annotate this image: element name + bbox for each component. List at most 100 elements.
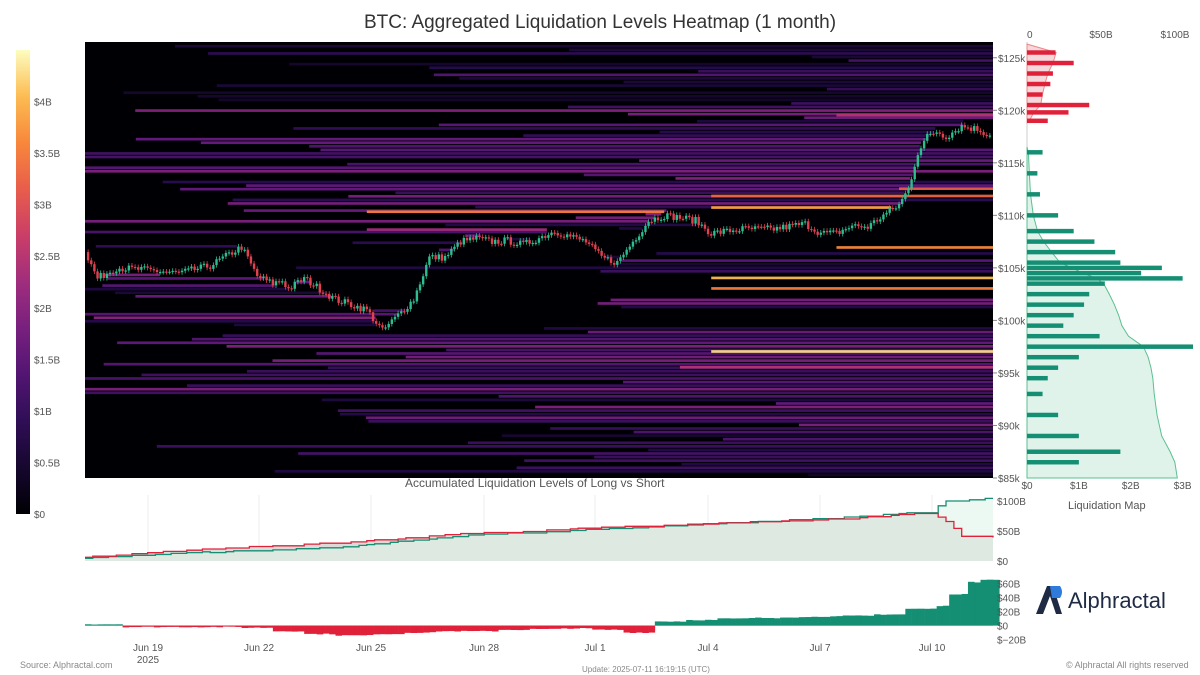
heatmap-band <box>316 352 994 355</box>
price-candle-body <box>425 264 428 277</box>
price-candle-body <box>190 266 193 269</box>
price-candle-body <box>944 137 948 140</box>
net-liquidation-bar <box>598 625 606 630</box>
heatmap-band <box>775 402 993 405</box>
net-liquidation-bar <box>391 625 399 635</box>
net-liquidation-bar <box>360 625 368 636</box>
price-candle-body <box>115 271 118 274</box>
price-candle-body <box>274 281 278 286</box>
price-candle-body <box>963 125 967 128</box>
price-candle-body <box>487 237 491 239</box>
heatmap-band <box>156 445 994 448</box>
price-candle-body <box>472 237 475 240</box>
heatmap-band <box>698 69 993 73</box>
net-liquidation-bar <box>874 614 881 626</box>
price-candle-body <box>966 127 970 129</box>
price-candle-body <box>844 229 848 231</box>
price-candle-body <box>710 234 713 236</box>
heatmap-band <box>85 287 289 291</box>
heatmap-band <box>587 330 993 334</box>
heatmap-band <box>218 98 993 102</box>
price-candle-body <box>346 299 350 303</box>
heatmap-band <box>197 94 993 98</box>
heatmap-band <box>222 334 993 337</box>
net-liquidation-bar <box>373 625 380 635</box>
net-liquidation-bar <box>398 625 405 635</box>
price-candle-body <box>891 207 895 210</box>
heatmap-band <box>711 206 892 209</box>
net-liquidation-bar <box>974 582 981 626</box>
net-liquidation-bar <box>554 625 562 629</box>
heatmap-band <box>836 246 993 249</box>
price-candle-body <box>606 257 610 259</box>
net-liquidation-bar <box>85 624 92 626</box>
price-candle-body <box>810 229 813 231</box>
price-candle-body <box>932 133 935 135</box>
liq-map-cumulative-long <box>1026 146 1178 479</box>
price-candle-body <box>158 271 162 274</box>
net-liquidation-bar <box>448 625 455 632</box>
price-candle-body <box>813 229 816 232</box>
price-candle-body <box>378 323 381 326</box>
heatmap-band <box>123 91 994 95</box>
heatmap-band <box>366 228 547 231</box>
net-liquidation-bar <box>404 625 411 633</box>
net-liquidation-bar <box>961 593 969 626</box>
price-candle-body <box>822 230 826 233</box>
price-candle-body <box>957 131 960 133</box>
heatmap-band <box>85 219 649 223</box>
net-liquidation-bar <box>636 625 643 633</box>
price-candle-body <box>227 252 231 254</box>
price-candle-body <box>334 295 337 298</box>
price-candle-body <box>869 223 873 229</box>
net-liquidation-bar <box>197 625 205 628</box>
heatmap-band <box>85 377 993 380</box>
net-liquidation-bar <box>310 625 317 634</box>
net-liquidation-bar <box>767 618 775 626</box>
colorbar-tick-label: $1B <box>34 407 52 418</box>
price-candle-body <box>860 226 863 228</box>
date-axis-label: Jul 4 <box>697 643 719 654</box>
price-candle-body <box>534 242 538 244</box>
net-liquidation-bar <box>679 621 687 626</box>
heatmap-band <box>623 380 993 384</box>
price-candle-body <box>202 263 206 265</box>
price-candle-body <box>105 273 109 279</box>
net-liquidation-bar <box>792 617 800 626</box>
price-candle-body <box>569 234 572 237</box>
net-liquidation-bar <box>673 621 681 626</box>
price-candle-body <box>631 241 635 247</box>
price-candle-body <box>262 276 265 279</box>
price-candle-body <box>124 270 127 272</box>
liq-map-long-bar <box>1027 365 1059 370</box>
price-candle-body <box>647 221 650 226</box>
colorbar <box>16 50 30 514</box>
price-candle-body <box>306 277 309 279</box>
net-axis-label: $−20B <box>997 636 1027 647</box>
heatmap-band <box>438 123 964 127</box>
net-liquidation-bar <box>955 594 962 626</box>
price-candle-body <box>406 309 409 312</box>
liq-map-long-bar <box>1027 433 1079 439</box>
price-candle-body <box>384 327 387 329</box>
heatmap-band <box>296 266 994 270</box>
heatmap-band <box>583 173 913 177</box>
net-liquidation-bar <box>736 618 743 626</box>
heatmap-band <box>544 327 993 330</box>
liq-map-long-bar <box>1027 192 1040 197</box>
colorbar-tick-label: $4B <box>34 98 52 109</box>
price-candle-body <box>572 235 575 237</box>
heatmap-band <box>216 84 994 87</box>
colorbar-tick-label: $2B <box>34 304 52 315</box>
heatmap-band <box>85 391 993 395</box>
net-liquidation-bar <box>423 625 430 633</box>
price-candle-body <box>490 238 494 244</box>
heatmap-band <box>791 102 993 105</box>
net-liquidation-bar <box>742 618 750 626</box>
net-liquidation-bar <box>867 615 875 626</box>
price-candle-body <box>800 222 804 226</box>
colorbar-tick-label: $0.5B <box>34 458 60 469</box>
net-liquidation-bar <box>229 625 236 627</box>
price-candle-body <box>381 325 384 328</box>
price-candle-body <box>816 231 819 235</box>
